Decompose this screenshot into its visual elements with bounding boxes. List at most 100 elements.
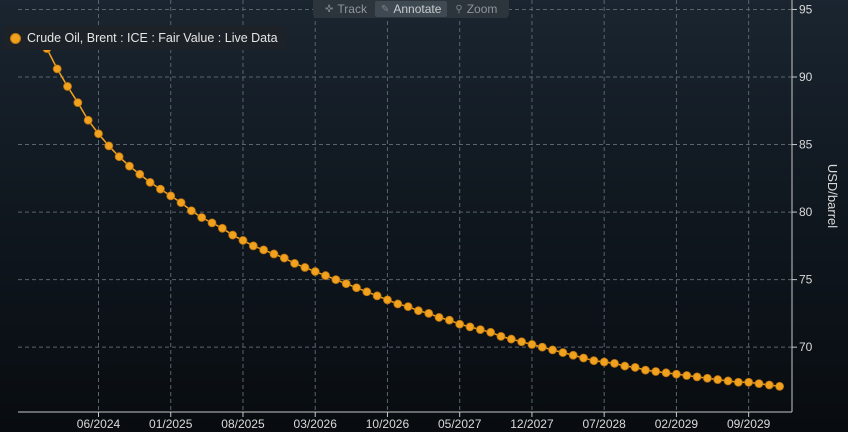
y-tick-label: 75	[799, 273, 813, 287]
data-point[interactable]	[279, 253, 289, 263]
x-tick-label: 02/2029	[655, 417, 699, 431]
series-brent	[32, 30, 785, 391]
data-point[interactable]	[362, 287, 372, 297]
data-point[interactable]	[310, 267, 320, 276]
data-point[interactable]	[104, 141, 114, 151]
data-point[interactable]	[506, 334, 516, 344]
data-point[interactable]	[217, 223, 227, 233]
data-point[interactable]	[331, 275, 341, 285]
data-point[interactable]	[672, 369, 681, 379]
data-point[interactable]	[713, 375, 723, 384]
data-point[interactable]	[641, 365, 650, 375]
annotate-button[interactable]: ✎ Annotate	[374, 1, 448, 17]
magnifier-icon: ⚲	[455, 3, 463, 15]
data-point[interactable]	[125, 161, 134, 171]
data-point[interactable]	[754, 379, 764, 389]
data-point[interactable]	[455, 319, 465, 329]
data-point[interactable]	[176, 198, 186, 208]
x-tick-label: 09/2029	[727, 417, 771, 431]
x-tick-label: 12/2027	[510, 417, 554, 431]
data-point[interactable]	[444, 315, 454, 325]
data-point[interactable]	[496, 331, 506, 341]
x-tick-label: 07/2028	[582, 417, 626, 431]
legend-label: Crude Oil, Brent : ICE : Fair Value : Li…	[27, 31, 278, 45]
data-point[interactable]	[414, 306, 423, 316]
data-point[interactable]	[248, 241, 258, 251]
data-point[interactable]	[403, 302, 413, 312]
data-point[interactable]	[321, 271, 330, 280]
data-point[interactable]	[434, 313, 444, 322]
x-tick-label: 03/2026	[294, 417, 338, 431]
data-point[interactable]	[723, 376, 733, 386]
data-point[interactable]	[393, 299, 403, 309]
track-label: Track	[337, 2, 367, 16]
data-point[interactable]	[610, 358, 619, 368]
legend-marker-icon	[10, 32, 21, 44]
data-point[interactable]	[341, 279, 351, 289]
data-point[interactable]	[372, 291, 382, 301]
y-tick-label: 70	[799, 340, 813, 354]
data-point[interactable]	[702, 373, 712, 383]
x-tick-label: 05/2027	[438, 417, 482, 431]
data-point[interactable]	[517, 337, 527, 347]
data-point[interactable]	[228, 230, 238, 240]
crosshair-icon: ✜	[325, 3, 334, 15]
data-point[interactable]	[775, 381, 785, 391]
data-point[interactable]	[269, 249, 279, 259]
x-tick-label: 08/2025	[221, 417, 265, 431]
y-tick-label: 85	[799, 138, 813, 152]
data-point[interactable]	[548, 345, 557, 355]
chart-legend[interactable]: Crude Oil, Brent : ICE : Fair Value : Li…	[4, 26, 286, 50]
data-point[interactable]	[166, 191, 176, 201]
data-point[interactable]	[579, 353, 588, 363]
y-tick-label: 95	[799, 2, 813, 16]
series-line	[35, 34, 780, 388]
data-point[interactable]	[145, 177, 155, 187]
chart-toolbar: ✜ Track ✎ Annotate ⚲ Zoom	[313, 0, 510, 18]
track-button[interactable]: ✜ Track	[319, 1, 373, 17]
data-point[interactable]	[568, 350, 578, 360]
data-point[interactable]	[537, 342, 547, 352]
data-point[interactable]	[682, 371, 692, 380]
data-point[interactable]	[300, 263, 310, 272]
data-point[interactable]	[424, 308, 434, 318]
data-point[interactable]	[186, 206, 196, 216]
data-point[interactable]	[733, 377, 743, 387]
zoom-button[interactable]: ⚲ Zoom	[449, 1, 503, 17]
data-point[interactable]	[83, 115, 93, 125]
data-point[interactable]	[63, 82, 72, 91]
data-point[interactable]	[197, 213, 207, 222]
data-point[interactable]	[475, 325, 485, 335]
data-point[interactable]	[465, 322, 475, 332]
data-point[interactable]	[692, 372, 702, 382]
data-point[interactable]	[558, 348, 568, 357]
y-tick-label: 80	[799, 205, 813, 219]
data-point[interactable]	[630, 363, 640, 372]
data-point[interactable]	[764, 380, 774, 390]
data-point[interactable]	[156, 184, 165, 194]
data-point[interactable]	[352, 283, 361, 293]
data-point[interactable]	[94, 129, 103, 139]
data-point[interactable]	[589, 356, 599, 366]
data-point[interactable]	[259, 245, 269, 255]
data-point[interactable]	[114, 152, 124, 162]
data-point[interactable]	[238, 236, 248, 245]
data-point[interactable]	[383, 295, 392, 305]
data-point[interactable]	[599, 357, 609, 367]
axes	[18, 0, 797, 417]
annotate-label: Annotate	[393, 2, 442, 16]
data-point[interactable]	[52, 64, 62, 74]
x-tick-label: 06/2024	[77, 417, 121, 431]
data-point[interactable]	[744, 377, 754, 387]
data-point[interactable]	[135, 169, 145, 179]
data-point[interactable]	[661, 368, 671, 378]
data-point[interactable]	[651, 367, 661, 376]
data-point[interactable]	[73, 98, 83, 108]
data-point[interactable]	[620, 361, 630, 371]
pencil-icon: ✎	[380, 3, 390, 15]
data-point[interactable]	[527, 340, 537, 349]
data-point[interactable]	[207, 218, 217, 228]
data-point[interactable]	[486, 327, 496, 337]
data-point[interactable]	[290, 259, 299, 268]
